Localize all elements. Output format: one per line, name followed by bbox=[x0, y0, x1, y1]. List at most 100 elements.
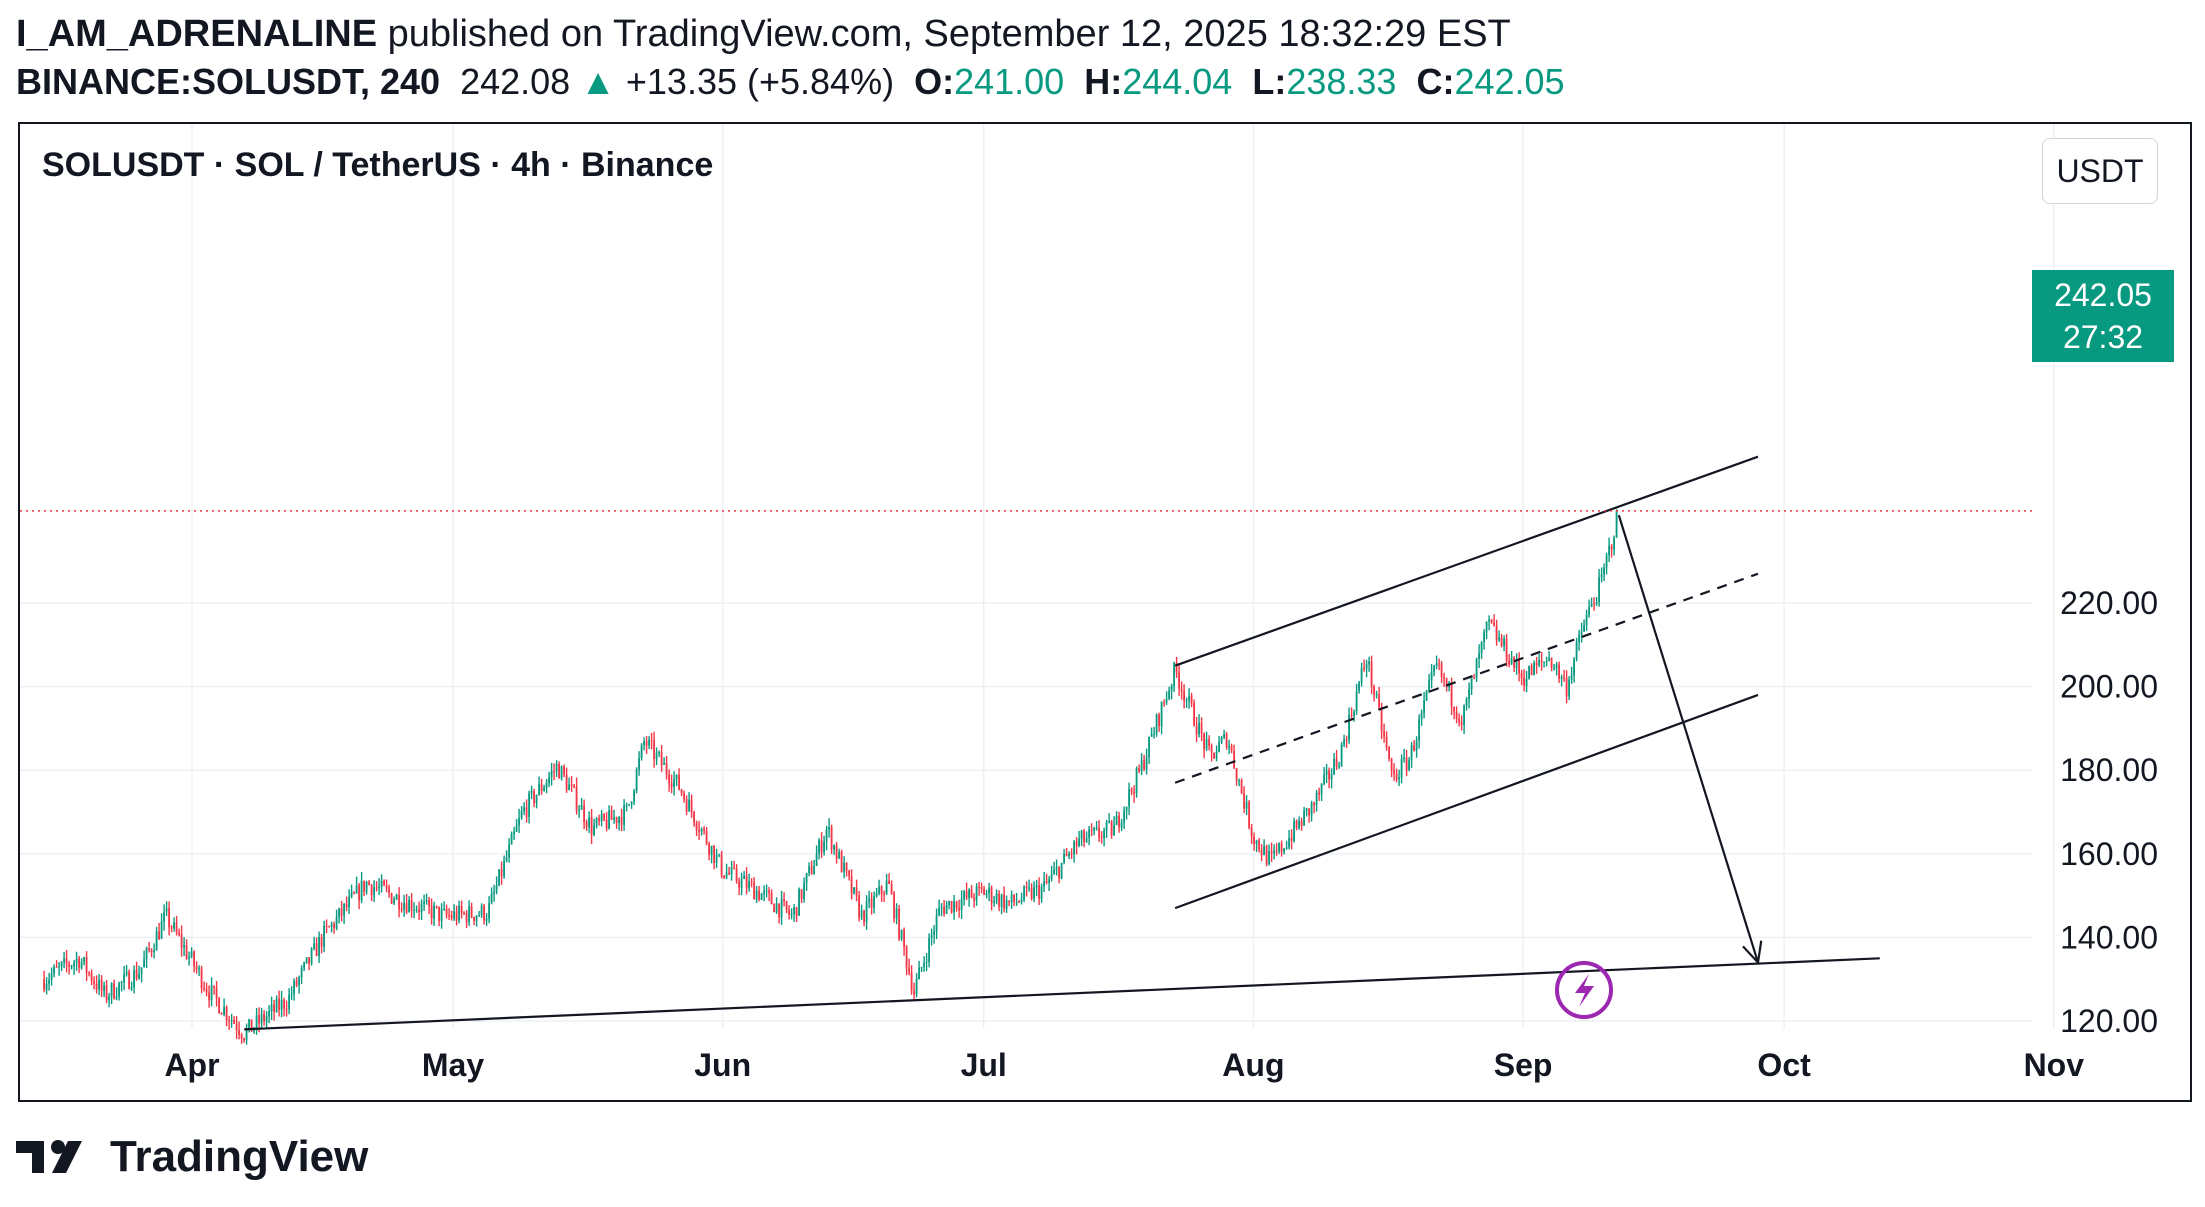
candle-body bbox=[145, 948, 148, 960]
currency-button[interactable]: USDT bbox=[2042, 138, 2158, 204]
candle-body bbox=[1280, 843, 1283, 852]
tradingview-logo-icon bbox=[16, 1140, 82, 1173]
candle-body bbox=[1133, 791, 1135, 794]
candle-body bbox=[448, 914, 450, 916]
candle-body bbox=[1463, 705, 1465, 725]
candle-body bbox=[213, 985, 215, 988]
candle-body bbox=[1400, 759, 1403, 778]
candle-body bbox=[53, 966, 55, 974]
candle-body bbox=[505, 857, 508, 861]
tradingview-brand[interactable]: TradingView bbox=[16, 1132, 368, 1182]
candle-body bbox=[1558, 664, 1560, 679]
drawing-channel-bottom bbox=[1174, 693, 1759, 910]
candle-body bbox=[1413, 745, 1415, 751]
candle-body bbox=[958, 907, 960, 911]
candle-body bbox=[343, 904, 345, 916]
candle-body bbox=[810, 866, 813, 874]
candle-body bbox=[888, 880, 890, 885]
candle-body bbox=[1070, 853, 1073, 855]
candle-body bbox=[218, 998, 220, 1014]
candle-body bbox=[105, 985, 108, 1000]
candle-body bbox=[485, 918, 488, 921]
candle-body bbox=[1583, 625, 1585, 632]
candle-body bbox=[120, 982, 123, 984]
candle-body bbox=[885, 880, 888, 894]
candle-body bbox=[1543, 661, 1545, 663]
candle-body bbox=[1503, 638, 1505, 647]
candle-body bbox=[1563, 677, 1565, 679]
candle-body bbox=[178, 932, 180, 935]
close-label: C: bbox=[1416, 61, 1455, 102]
candle-body bbox=[913, 990, 915, 995]
candle-body bbox=[595, 818, 598, 826]
candle-body bbox=[948, 901, 950, 906]
candle-body bbox=[400, 909, 403, 911]
candle-body bbox=[198, 968, 200, 970]
candle-body bbox=[1610, 546, 1613, 550]
candle-body bbox=[205, 988, 208, 993]
candle-body bbox=[628, 804, 630, 806]
lightning-badge-icon[interactable] bbox=[1555, 961, 1613, 1019]
candle-body bbox=[800, 889, 803, 899]
candle-body bbox=[1510, 657, 1513, 665]
candle-body bbox=[430, 906, 433, 919]
author-name[interactable]: I_AM_ADRENALINE bbox=[16, 13, 378, 55]
candle-body bbox=[158, 931, 160, 939]
candle-body bbox=[1170, 686, 1173, 691]
candle-body bbox=[903, 930, 905, 948]
chart-frame[interactable]: Apr May Jun Jul Aug Sep Oct Nov 120.00 140.00 160.… bbox=[18, 122, 2192, 1102]
candle-body bbox=[1513, 657, 1515, 668]
candle-body bbox=[220, 1013, 223, 1015]
candle-body bbox=[500, 869, 503, 877]
candle-body bbox=[643, 741, 645, 745]
x-tick-label: Oct bbox=[1757, 1047, 1811, 1083]
candle-body bbox=[670, 783, 673, 788]
y-tick-label: 220.00 bbox=[2060, 585, 2158, 621]
ohlc-line: BINANCE:SOLUSDT, 240 242.08 ▲ +13.35 (+5… bbox=[16, 58, 1565, 106]
candle-body bbox=[1305, 808, 1308, 811]
candle-body bbox=[1265, 846, 1268, 865]
candle-body bbox=[1568, 679, 1570, 697]
candle-body bbox=[353, 892, 355, 894]
candle-body bbox=[1178, 672, 1180, 689]
candle-body bbox=[1118, 815, 1120, 828]
candle-body bbox=[1525, 678, 1528, 686]
candle-body bbox=[1173, 662, 1175, 687]
candle-body bbox=[190, 951, 193, 957]
candle-body bbox=[368, 882, 370, 885]
drawing-trendline bbox=[244, 957, 1880, 1031]
candle-body bbox=[1033, 887, 1035, 899]
candle-body bbox=[873, 896, 875, 908]
candle-body bbox=[275, 998, 278, 1012]
candle-body bbox=[893, 893, 895, 919]
candle-body bbox=[588, 817, 590, 828]
candle-body bbox=[1505, 638, 1508, 661]
candle-body bbox=[1403, 757, 1405, 760]
candle-body bbox=[933, 931, 935, 935]
candle-body bbox=[468, 906, 470, 923]
candle-body bbox=[263, 1013, 265, 1022]
candle-body bbox=[1315, 792, 1318, 806]
high-label: H: bbox=[1084, 61, 1123, 102]
candle-body bbox=[1303, 810, 1305, 826]
candle-body bbox=[93, 981, 95, 984]
drawings bbox=[244, 455, 1880, 1031]
candle-body bbox=[1000, 894, 1003, 907]
candle-body bbox=[318, 937, 320, 957]
x-tick-label: Apr bbox=[164, 1047, 219, 1083]
candle-body bbox=[633, 790, 635, 802]
candle-body bbox=[98, 979, 100, 990]
candle-body bbox=[1598, 577, 1600, 603]
candle-body bbox=[695, 823, 698, 830]
price-chart[interactable]: Apr May Jun Jul Aug Sep Oct Nov 120.00 140.00 160.… bbox=[20, 124, 2190, 1100]
candle-body bbox=[1150, 734, 1153, 737]
candle-body bbox=[728, 872, 730, 875]
candle-body bbox=[215, 987, 218, 999]
candle-body bbox=[108, 996, 110, 1000]
candle-body bbox=[1420, 712, 1423, 720]
candle-body bbox=[270, 1004, 273, 1011]
candle-body bbox=[705, 830, 708, 844]
candle-body bbox=[855, 887, 858, 896]
candle-body bbox=[990, 887, 993, 903]
candle-body bbox=[1593, 603, 1595, 605]
